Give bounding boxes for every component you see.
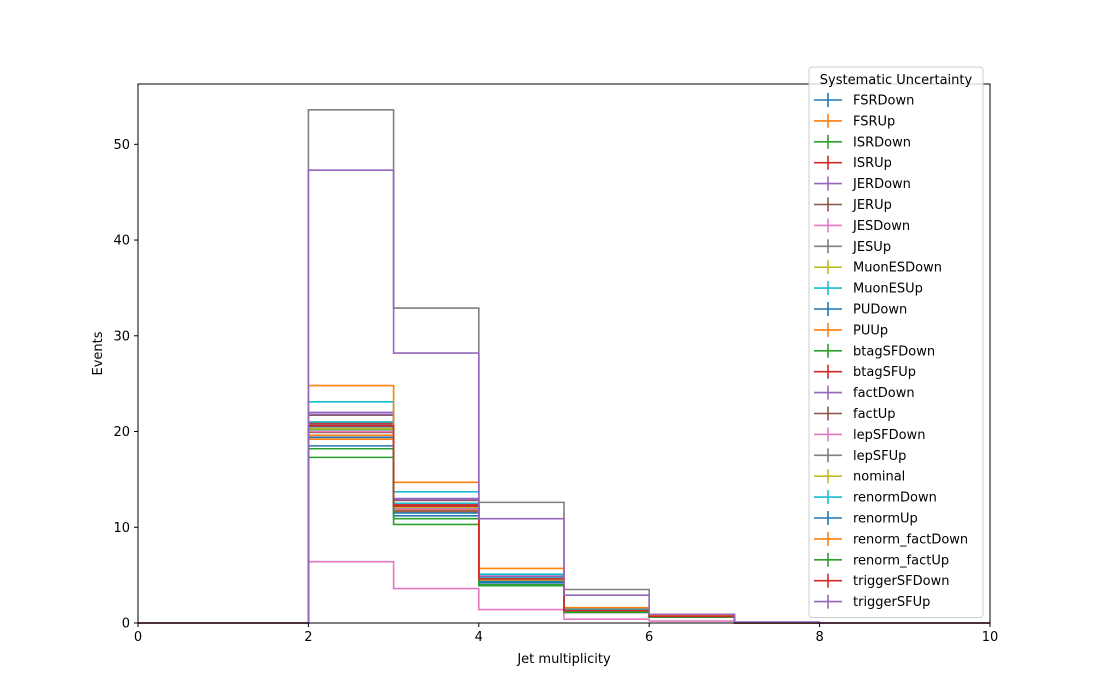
y-tick-label: 0: [122, 617, 130, 632]
legend-item-FSRDown: FSRDown: [814, 93, 914, 109]
legend-label: lepSFUp: [853, 449, 906, 464]
y-tick-label: 50: [113, 138, 130, 153]
legend-item-ISRUp: ISRUp: [814, 155, 892, 171]
legend-label: triggerSFUp: [853, 595, 930, 610]
legend-item-MuonESDown: MuonESDown: [814, 260, 942, 276]
legend-item-factUp: factUp: [814, 406, 896, 422]
y-axis-label: Events: [91, 331, 106, 375]
legend-label: nominal: [853, 470, 905, 485]
x-tick-label: 10: [982, 630, 999, 645]
x-tick-label: 2: [304, 630, 312, 645]
legend-item-JERDown: JERDown: [814, 176, 911, 192]
legend-item-MuonESUp: MuonESUp: [814, 281, 923, 297]
legend-label: btagSFDown: [853, 344, 935, 359]
plot-frame: [137, 83, 991, 624]
legend-label: lepSFDown: [853, 428, 925, 443]
legend-item-btagSFDown: btagSFDown: [814, 343, 935, 359]
legend-box: [808, 66, 984, 618]
x-tick-label: 6: [645, 630, 653, 645]
legend-item-renorm_factUp: renorm_factUp: [814, 552, 949, 568]
legend-item-JESUp: JESUp: [814, 239, 891, 255]
legend-item-PUDown: PUDown: [814, 302, 907, 318]
legend-label: renorm_factDown: [853, 532, 968, 547]
legend-label: renormUp: [853, 512, 918, 527]
legend-label: JESDown: [852, 219, 910, 234]
legend-item-renormDown: renormDown: [814, 490, 937, 506]
legend-item-renorm_factDown: renorm_factDown: [814, 531, 968, 547]
legend-title: Systematic Uncertainty: [820, 73, 973, 88]
legend-label: JERUp: [852, 198, 892, 213]
x-tick-label: 8: [815, 630, 823, 645]
legend-label: triggerSFDown: [853, 574, 949, 589]
legend-item-factDown: factDown: [814, 385, 915, 401]
legend-label: factDown: [853, 386, 915, 401]
legend-label: renorm_factUp: [853, 553, 949, 568]
legend-item-FSRUp: FSRUp: [814, 113, 895, 129]
legend-items: FSRDown FSRUp ISRDown ISRUp JERDown JERUp JESD…: [814, 93, 968, 610]
legend-label: JESUp: [852, 240, 891, 255]
legend-item-ISRDown: ISRDown: [814, 134, 911, 150]
x-tick-label: 4: [475, 630, 483, 645]
legend-item-triggerSFDown: triggerSFDown: [814, 573, 949, 589]
legend: Systematic Uncertainty FSRDown FSRUp ISRDo…: [808, 66, 984, 618]
y-tick-label: 30: [113, 329, 130, 344]
legend-label: MuonESDown: [853, 261, 942, 276]
legend-label: PUUp: [853, 323, 888, 338]
legend-label: JERDown: [852, 177, 911, 192]
legend-label: ISRUp: [853, 156, 892, 171]
y-tick-label: 10: [113, 521, 130, 536]
legend-label: factUp: [853, 407, 896, 422]
y-tick-label: 20: [113, 425, 130, 440]
legend-label: PUDown: [853, 303, 907, 318]
legend-label: btagSFUp: [853, 365, 916, 380]
legend-label: FSRUp: [853, 114, 895, 129]
legend-item-triggerSFUp: triggerSFUp: [814, 594, 930, 610]
axes-layer: 0 2 4 6 8 10 0 10 20 30 40 50: [113, 138, 998, 645]
legend-item-PUUp: PUUp: [814, 322, 888, 338]
legend-label: MuonESUp: [853, 282, 923, 297]
y-tick-label: 40: [113, 234, 130, 249]
x-axis-label: Jet multiplicity: [516, 652, 611, 667]
legend-label: renormDown: [853, 491, 937, 506]
legend-item-lepSFUp: lepSFUp: [814, 448, 906, 464]
legend-label: ISRDown: [853, 135, 911, 150]
legend-label: FSRDown: [853, 94, 914, 109]
legend-item-JESDown: JESDown: [814, 218, 910, 234]
legend-item-nominal: nominal: [814, 469, 905, 485]
legend-item-renormUp: renormUp: [814, 511, 918, 527]
x-tick-label: 0: [134, 630, 142, 645]
legend-item-lepSFDown: lepSFDown: [814, 427, 925, 443]
series-triggerSFUp-step-line: [138, 169, 990, 624]
legend-item-btagSFUp: btagSFUp: [814, 364, 916, 380]
legend-item-JERUp: JERUp: [814, 197, 892, 213]
